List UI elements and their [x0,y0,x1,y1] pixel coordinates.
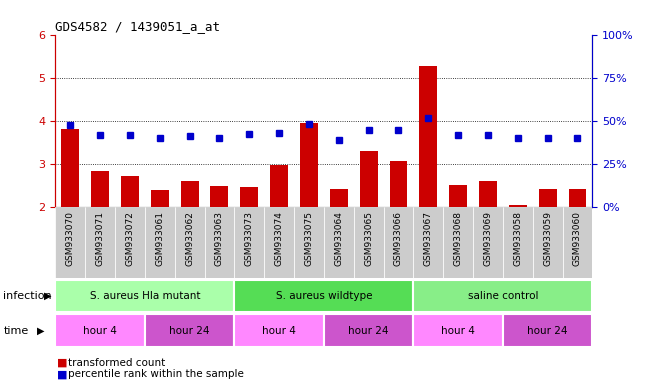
Bar [538,189,557,207]
Bar [413,314,503,347]
Bar [562,207,592,278]
Text: GSM933072: GSM933072 [126,211,134,266]
Bar [210,186,229,207]
Bar [145,314,234,347]
Bar [151,190,169,207]
Bar [204,207,234,278]
Bar [264,207,294,278]
Text: GSM933068: GSM933068 [454,211,463,266]
Bar [234,314,324,347]
Text: GSM933065: GSM933065 [364,211,373,266]
Bar [503,207,533,278]
Text: GDS4582 / 1439051_a_at: GDS4582 / 1439051_a_at [55,20,220,33]
Bar [413,207,443,278]
Bar [55,207,85,278]
Text: GSM933074: GSM933074 [275,211,284,266]
Text: GSM933069: GSM933069 [484,211,492,266]
Text: GSM933073: GSM933073 [245,211,254,266]
Bar [383,207,413,278]
Text: GSM933062: GSM933062 [185,211,194,266]
Text: GSM933059: GSM933059 [543,211,552,266]
Bar [353,207,383,278]
Text: GSM933060: GSM933060 [573,211,582,266]
Bar [145,207,174,278]
Bar [240,187,258,207]
Text: GSM933058: GSM933058 [514,211,522,266]
Bar [509,205,527,207]
Bar [389,161,408,207]
Text: GSM933067: GSM933067 [424,211,433,266]
Text: time: time [3,326,29,336]
Bar [419,66,437,207]
Bar [180,180,199,207]
Text: hour 4: hour 4 [441,326,475,336]
Text: GSM933071: GSM933071 [96,211,105,266]
Text: hour 24: hour 24 [169,326,210,336]
Text: S. aureus wildtype: S. aureus wildtype [275,291,372,301]
Bar [294,207,324,278]
Bar [85,207,115,278]
Bar [174,207,204,278]
Bar [473,207,503,278]
Bar [324,314,413,347]
Text: ■: ■ [57,369,67,379]
Bar [234,280,413,312]
Bar [324,207,353,278]
Bar [270,166,288,207]
Text: ▶: ▶ [44,291,51,301]
Text: GSM933061: GSM933061 [156,211,164,266]
Bar [115,207,145,278]
Text: ▶: ▶ [37,326,45,336]
Text: hour 4: hour 4 [262,326,296,336]
Text: GSM933064: GSM933064 [335,211,343,266]
Text: GSM933075: GSM933075 [305,211,313,266]
Text: infection: infection [3,291,52,301]
Text: S. aureus Hla mutant: S. aureus Hla mutant [90,291,200,301]
Bar [533,207,562,278]
Bar [413,280,592,312]
Bar [443,207,473,278]
Text: hour 4: hour 4 [83,326,117,336]
Bar [91,170,109,207]
Bar [449,185,467,207]
Bar [359,151,378,207]
Bar [121,176,139,207]
Text: percentile rank within the sample: percentile rank within the sample [68,369,244,379]
Bar [300,123,318,207]
Bar [55,280,234,312]
Text: hour 24: hour 24 [348,326,389,336]
Text: GSM933063: GSM933063 [215,211,224,266]
Text: saline control: saline control [467,291,538,301]
Bar [503,314,592,347]
Bar [55,314,145,347]
Text: hour 24: hour 24 [527,326,568,336]
Bar [568,189,587,207]
Bar [479,180,497,207]
Bar [330,189,348,207]
Text: GSM933066: GSM933066 [394,211,403,266]
Text: ■: ■ [57,358,67,368]
Bar [234,207,264,278]
Text: transformed count: transformed count [68,358,165,368]
Bar [61,129,79,207]
Text: GSM933070: GSM933070 [66,211,75,266]
